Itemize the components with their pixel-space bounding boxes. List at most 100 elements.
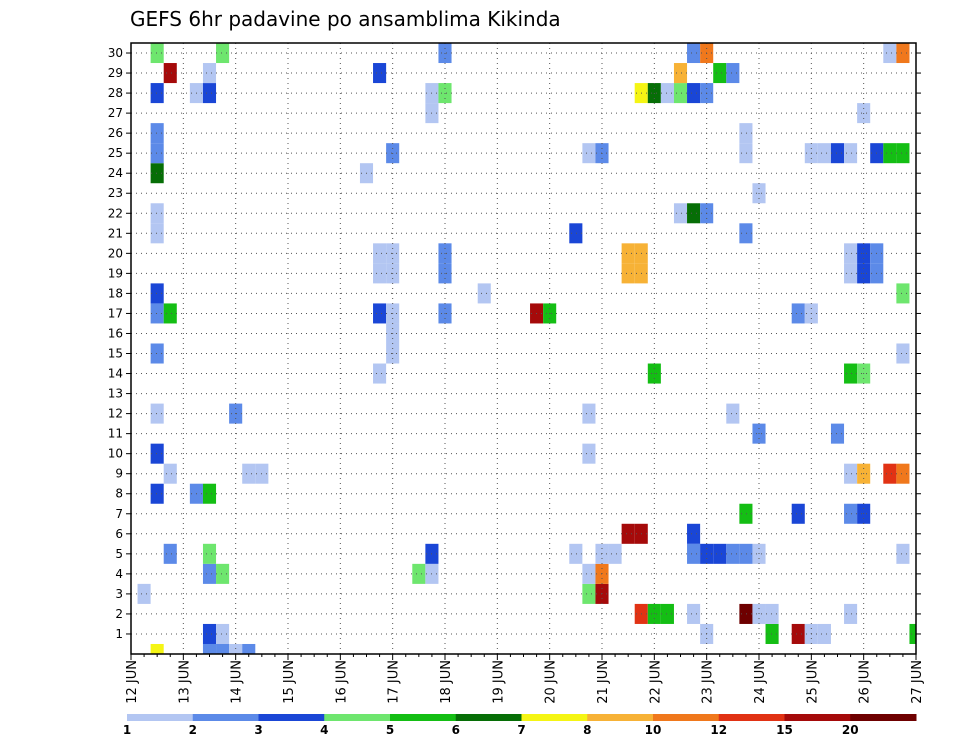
precip-cell <box>765 603 779 624</box>
y-tick-label: 10 <box>108 447 123 461</box>
precip-cell <box>569 543 583 564</box>
precip-cell <box>150 123 164 144</box>
x-tick-label: 16 JUN <box>334 660 349 704</box>
precip-cell <box>608 543 622 564</box>
x-tick-label: 15 JUN <box>282 660 297 704</box>
y-tick-label: 14 <box>108 367 123 381</box>
y-tick-label: 18 <box>108 286 123 300</box>
colorbar-label: 5 <box>386 723 394 737</box>
y-tick-label: 13 <box>108 387 123 401</box>
precip-cell <box>896 143 910 164</box>
colorbar-swatch <box>258 714 325 721</box>
x-axis-ticks: 12 JUN 13 JUN 14 JUN 15 JUN 16 JUN 17 JUN 18 J… <box>125 654 925 704</box>
y-tick-label: 9 <box>115 467 123 481</box>
precip-cell <box>726 403 740 424</box>
precip-cell <box>621 263 635 284</box>
y-tick-label: 8 <box>115 487 123 501</box>
precip-cell <box>582 563 596 584</box>
y-tick-label: 25 <box>108 146 123 160</box>
precip-cell <box>687 603 701 624</box>
y-tick-label: 15 <box>108 347 123 361</box>
precip-cell <box>150 283 164 304</box>
x-tick-label: 14 JUN <box>230 660 245 704</box>
y-tick-label: 23 <box>108 186 123 200</box>
precip-cell <box>673 203 688 224</box>
precip-cell <box>844 463 858 484</box>
precip-cell <box>216 43 230 64</box>
colorbar-label: 20 <box>842 723 859 737</box>
precip-cell <box>844 243 858 264</box>
y-tick-label: 3 <box>115 587 123 601</box>
colorbar-label: 7 <box>517 723 525 737</box>
plot-frame <box>130 42 917 655</box>
chart-title: GEFS 6hr padavine po ansamblima Kikinda <box>130 7 561 31</box>
precip-cell <box>150 343 164 364</box>
precip-cell <box>896 543 910 564</box>
precip-cell <box>150 483 164 504</box>
y-tick-label: 11 <box>108 427 123 441</box>
precip-cell <box>765 623 779 644</box>
precip-cell <box>687 543 701 564</box>
y-tick-label: 21 <box>108 226 123 240</box>
colorbar-label: 15 <box>776 723 793 737</box>
precip-cell <box>830 423 845 444</box>
precip-cell <box>739 543 753 564</box>
y-tick-label: 30 <box>108 46 123 60</box>
colorbar-swatch <box>324 714 391 721</box>
y-tick-label: 6 <box>115 527 123 541</box>
precip-cell <box>621 523 635 544</box>
precip-cell <box>844 603 858 624</box>
precip-cell <box>883 143 897 164</box>
precip-cell <box>673 83 688 104</box>
precip-cell <box>726 63 740 84</box>
x-tick-label: 12 JUN <box>125 660 140 704</box>
precip-cell <box>896 283 910 304</box>
colorbar-legend: 1 2 3 4 5 6 7 8 10 12 15 20 <box>123 714 917 737</box>
precip-cell <box>163 303 177 324</box>
precip-cell <box>844 143 858 164</box>
precip-cell <box>216 643 230 654</box>
precip-cell <box>216 563 230 584</box>
y-tick-label: 19 <box>108 266 123 280</box>
colorbar-swatch <box>587 714 654 721</box>
precip-cell <box>713 543 727 564</box>
precip-cell <box>830 143 845 164</box>
precip-cell <box>621 243 635 264</box>
precip-cell <box>726 543 740 564</box>
x-tick-label: 13 JUN <box>177 660 192 704</box>
x-tick-label: 24 JUN <box>753 660 768 704</box>
x-tick-label: 18 JUN <box>439 660 454 704</box>
precip-cell <box>242 643 256 654</box>
precip-cell <box>569 223 583 244</box>
precip-cell <box>582 443 596 464</box>
y-tick-label: 16 <box>108 326 123 340</box>
precip-cell <box>412 563 426 584</box>
precip-cell <box>373 363 387 384</box>
precip-cell <box>137 583 151 604</box>
precip-cell <box>150 223 164 244</box>
colorbar-swatch <box>390 714 457 721</box>
colorbar-swatch <box>455 714 522 721</box>
x-tick-label: 20 JUN <box>544 660 559 704</box>
precip-cell <box>791 503 805 524</box>
colorbar-label: 8 <box>583 723 591 737</box>
precip-cell <box>896 343 910 364</box>
precip-cell <box>817 623 831 644</box>
y-tick-label: 12 <box>108 407 123 421</box>
colorbar-swatch <box>653 714 720 721</box>
precip-cell <box>202 563 217 584</box>
precip-cell <box>660 83 674 104</box>
y-tick-label: 17 <box>108 306 123 320</box>
precip-cell <box>150 303 164 324</box>
precip-cell <box>150 203 164 224</box>
precip-cell <box>844 263 858 284</box>
precip-cell <box>202 63 217 84</box>
x-tick-label: 21 JUN <box>596 660 611 704</box>
precip-cell <box>373 243 387 264</box>
precip-cell <box>202 643 217 654</box>
colorbar-label: 6 <box>452 723 460 737</box>
y-tick-label: 7 <box>115 507 123 521</box>
x-tick-label: 22 JUN <box>648 660 663 704</box>
y-tick-label: 24 <box>108 166 123 180</box>
y-tick-label: 2 <box>115 607 123 621</box>
